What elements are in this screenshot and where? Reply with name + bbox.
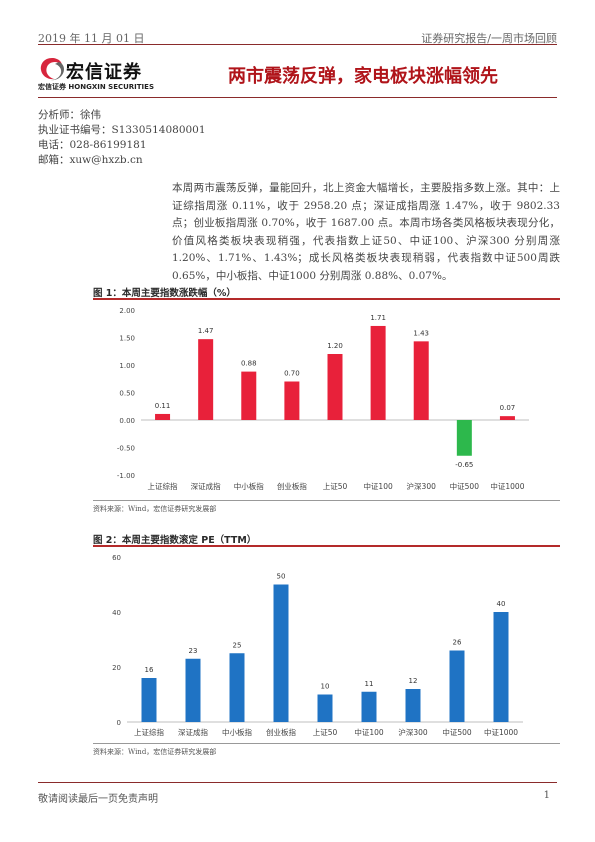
bar-上证综指	[155, 413, 171, 420]
y-tick-label: 60	[112, 554, 121, 562]
y-tick-label: -1.00	[117, 472, 135, 480]
data-label: 26	[453, 639, 462, 647]
category-label: 深证成指	[191, 481, 221, 491]
figure2-bottom-rule	[93, 743, 560, 744]
bar-中证500	[449, 650, 465, 722]
y-tick-label: 1.00	[119, 362, 135, 370]
bar-中证1000	[493, 612, 509, 722]
category-label: 创业板指	[266, 727, 296, 737]
footer-divider	[38, 782, 557, 783]
report-date: 2019 年 11 月 01 日	[38, 32, 145, 45]
report-title: 两市震荡反弹，家电板块涨幅领先	[228, 66, 498, 87]
bar-上证50	[327, 354, 343, 420]
category-label: 中小板指	[222, 727, 252, 737]
figure2-top-rule	[93, 545, 560, 547]
data-label: 40	[497, 600, 506, 608]
data-label: 23	[189, 647, 198, 655]
category-label: 中证100	[363, 481, 393, 491]
category-label: 上证50	[313, 728, 338, 737]
data-label: 1.71	[370, 314, 386, 322]
category-label: 中证1000	[484, 727, 518, 737]
bar-中证100	[370, 325, 386, 420]
bar-沪深300	[405, 689, 421, 722]
category-label: 中证500	[442, 727, 472, 737]
data-label: 0.07	[500, 404, 516, 412]
category-label: 中证100	[354, 727, 384, 737]
category-label: 沪深300	[398, 727, 428, 737]
brand-subtitle: 宏信证券 HONGXIN SECURITIES	[38, 83, 154, 91]
data-label: -0.65	[455, 461, 473, 469]
report-type: 证券研究报告/一周市场回顾	[421, 32, 557, 45]
data-label: 0.11	[155, 402, 171, 410]
page-number: 1	[543, 790, 550, 801]
analyst-phone: 电话：028-86199181	[38, 139, 147, 151]
data-label: 1.43	[413, 329, 429, 337]
y-tick-label: 2.00	[119, 307, 135, 315]
figure1-bottom-rule	[93, 500, 560, 501]
figure2-chart: 60 40 20 0 16 上证综指 23 深证成指 25 中小板指 50 创业板指 10 上证50 11 中…	[112, 554, 523, 737]
bar-深证成指	[185, 658, 201, 722]
data-label: 25	[233, 641, 242, 649]
analyst-license: 执业证书编号：S1330514080001	[38, 124, 206, 136]
category-label: 创业板指	[277, 481, 307, 491]
analyst-email[interactable]: 邮箱：xuw@hxzb.cn	[38, 154, 143, 166]
data-label: 10	[321, 683, 330, 691]
data-label: 12	[409, 677, 418, 685]
data-label: 11	[365, 680, 374, 688]
category-label: 中小板指	[234, 481, 264, 491]
category-label: 中证500	[450, 481, 480, 491]
bar-上证50	[317, 694, 333, 722]
data-label: 50	[277, 573, 286, 581]
bar-中小板指	[229, 653, 245, 722]
data-label: 0.70	[284, 370, 300, 378]
data-label: 1.47	[198, 327, 214, 335]
category-label: 上证综指	[134, 727, 164, 737]
y-tick-label: 0	[117, 719, 121, 727]
bar-上证综指	[141, 678, 157, 722]
analyst-name: 分析师：徐伟	[38, 109, 101, 121]
data-label: 1.20	[327, 342, 343, 350]
figure1-chart: 2.00 1.50 1.00 0.50 0.00 -0.50 -1.00 0.11 上证综指 1.…	[117, 307, 529, 491]
category-label: 上证50	[323, 482, 348, 491]
y-tick-label: 1.50	[119, 335, 135, 343]
bar-中证500	[456, 420, 472, 456]
category-label: 中证1000	[490, 481, 524, 491]
summary-paragraph: 本周两市震荡反弹，量能回升，北上资金大幅增长，主要股指多数上涨。其中：上证综指周…	[172, 182, 560, 282]
y-tick-label: -0.50	[117, 445, 135, 453]
brand-name: 宏信证券	[66, 62, 142, 83]
bar-创业板指	[284, 381, 300, 420]
y-tick-label: 0.00	[119, 417, 135, 425]
figure2-source: 资料来源：Wind，宏信证券研究发展部	[93, 748, 217, 756]
figure1-top-rule	[93, 298, 560, 300]
data-label: 16	[145, 666, 154, 674]
y-tick-label: 40	[112, 609, 121, 617]
figure1-title: 图 1：本周主要指数涨跌幅（%）	[93, 288, 236, 299]
y-tick-label: 0.50	[119, 390, 135, 398]
category-label: 上证综指	[148, 481, 178, 491]
bar-沪深300	[413, 341, 429, 420]
title-divider	[38, 97, 557, 98]
bar-中证1000	[499, 416, 515, 420]
footer-disclaimer: 敬请阅读最后一页免责声明	[38, 794, 158, 805]
figure1-source: 资料来源：Wind，宏信证券研究发展部	[93, 505, 217, 513]
bar-深证成指	[198, 339, 214, 420]
figure2-title: 图 2：本周主要指数滚定 PE（TTM）	[93, 535, 257, 546]
bar-中小板指	[241, 371, 257, 420]
bar-创业板指	[273, 584, 289, 722]
category-label: 深证成指	[178, 727, 208, 737]
bar-中证100	[361, 691, 377, 722]
brand-logo-icon	[40, 58, 64, 81]
header-divider	[38, 44, 557, 45]
y-tick-label: 20	[112, 664, 121, 672]
data-label: 0.88	[241, 360, 257, 368]
category-label: 沪深300	[407, 481, 437, 491]
